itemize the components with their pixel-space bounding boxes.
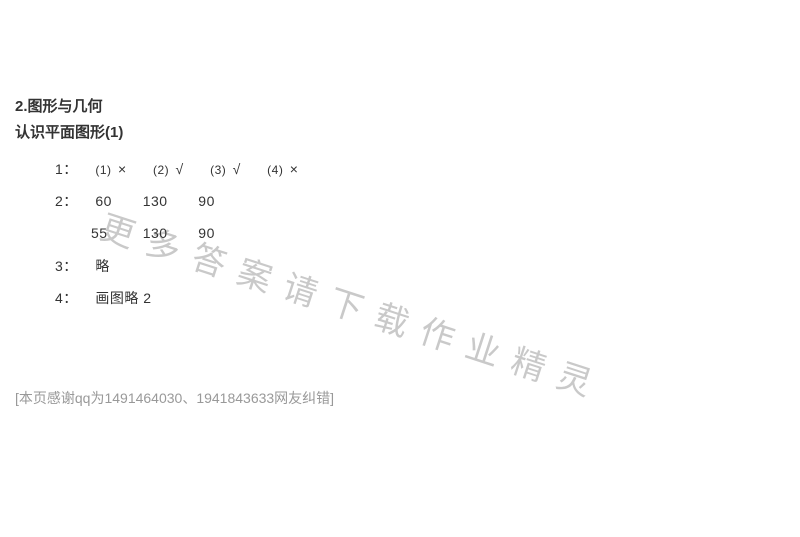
sub-value: √	[176, 161, 184, 177]
subsection-heading: 认识平面图形(1)	[15, 120, 785, 146]
row-num: 4：	[55, 282, 91, 314]
answer-row-3: 3： 略	[55, 250, 785, 282]
answers-block: 1： (1) × (2) √ (3) √ (4) × 2： 60 130 90 …	[15, 145, 785, 314]
row-num: 1：	[55, 153, 91, 185]
answer-row-1: 1： (1) × (2) √ (3) √ (4) ×	[55, 153, 785, 185]
page-content: 2.图形与几何 认识平面图形(1) 1： (1) × (2) √ (3) √ (…	[0, 0, 800, 314]
sub-value: ×	[290, 161, 299, 177]
cell-value: 90	[198, 193, 215, 209]
row-num: 2：	[55, 185, 91, 217]
cell-value: 130	[143, 193, 168, 209]
answer-row-2: 2： 60 130 90	[55, 185, 785, 217]
sub-label: (2)	[153, 163, 169, 177]
cell-value: 130	[143, 225, 168, 241]
answer-row-2b: 55 130 90	[55, 217, 785, 249]
cell-value: 90	[198, 225, 215, 241]
row-num: 3：	[55, 250, 91, 282]
cell-value: 60	[95, 193, 112, 209]
sub-label: (3)	[210, 163, 226, 177]
row-text: 略	[95, 258, 110, 274]
sub-label: (1)	[95, 163, 111, 177]
answer-row-4: 4： 画图略 2	[55, 282, 785, 314]
sub-value: √	[233, 161, 241, 177]
section-heading: 2.图形与几何	[15, 94, 785, 120]
sub-label: (4)	[267, 163, 283, 177]
footer-credit: [本页感谢qq为1491464030、1941843633网友纠错]	[15, 388, 334, 408]
sub-value: ×	[118, 161, 127, 177]
row-text: 画图略 2	[95, 290, 151, 306]
cell-value: 55	[91, 225, 108, 241]
